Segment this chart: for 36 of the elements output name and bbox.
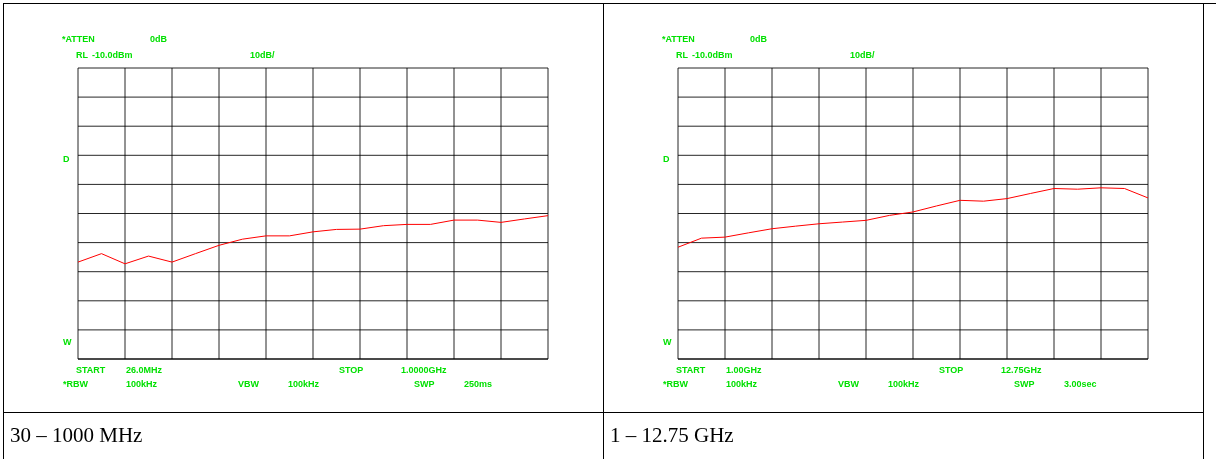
text: W — [63, 337, 72, 347]
text: VBW — [238, 379, 259, 389]
text: 250ms — [464, 379, 493, 389]
text: RL — [676, 50, 688, 60]
text: 10dB/ — [250, 50, 275, 60]
text: *ATTEN — [662, 34, 695, 44]
text: 100kHz — [126, 379, 158, 389]
text: 12.75GHz — [1001, 365, 1042, 375]
text: RL — [76, 50, 88, 60]
text: *RBW — [663, 379, 688, 389]
text: *ATTEN — [62, 34, 95, 44]
text: SWP — [1014, 379, 1035, 389]
text: 0dB — [150, 34, 168, 44]
text: START — [76, 365, 106, 375]
text: START — [676, 365, 706, 375]
text: 10dB/ — [850, 50, 875, 60]
text: D — [663, 154, 670, 164]
text: 0dB — [750, 34, 768, 44]
text: 100kHz — [888, 379, 920, 389]
text: VBW — [838, 379, 859, 389]
text: 26.0MHz — [126, 365, 163, 375]
text: 1 – 12.75 GHz — [604, 412, 1203, 448]
text: -10.0dBm — [692, 50, 733, 60]
text: 3.00sec — [1064, 379, 1097, 389]
text: 1.0000GHz — [401, 365, 447, 375]
text: -10.0dBm — [92, 50, 133, 60]
text: SWP — [414, 379, 435, 389]
text: D — [63, 154, 70, 164]
text: *RBW — [63, 379, 88, 389]
text: 30 – 1000 MHz — [4, 412, 603, 448]
text: 100kHz — [288, 379, 320, 389]
text: STOP — [939, 365, 964, 375]
text: 100kHz — [726, 379, 758, 389]
text: STOP — [339, 365, 364, 375]
text: 1.00GHz — [726, 365, 762, 375]
text: W — [663, 337, 672, 347]
